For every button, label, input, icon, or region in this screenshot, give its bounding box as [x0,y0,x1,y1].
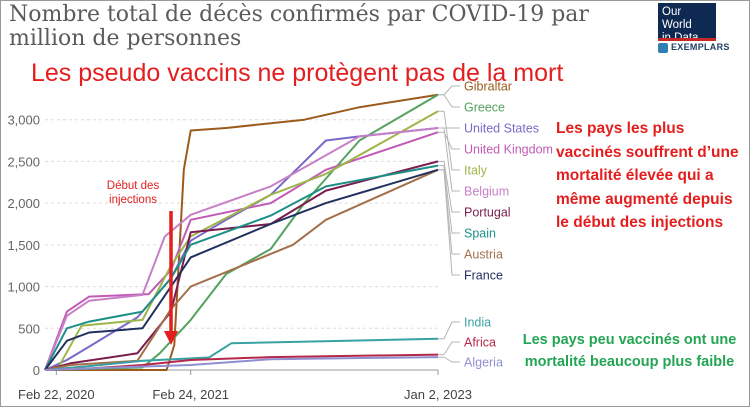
series-label: Italy [464,164,488,178]
series-label: United States [464,122,539,136]
series-line [44,93,439,371]
label-connector [438,94,460,108]
series-label: India [464,316,491,330]
series-label: Africa [464,336,496,350]
series-label: Greece [464,101,505,115]
injection-marker [164,211,179,345]
series-line [44,127,439,371]
y-tick-label: 3,000 [7,113,40,128]
y-tick-label: 2,500 [7,154,40,169]
label-connector [438,341,460,356]
exemplars-icon [658,43,668,53]
injection-start-label: Début des injections [106,180,160,206]
chart-axes: 0 500 1,000 1,500 2,000 2,500 3,000 Feb 22, 202… [7,113,472,402]
chart-series [44,93,439,371]
chart-grid [45,119,438,371]
label-connector [438,127,460,192]
label-connector [438,160,460,213]
y-tick-label: 1,500 [7,238,40,253]
series-label: Gibraltar [464,80,512,94]
chart-title: Nombre total de décès confirmés par COVI… [9,2,589,51]
series-line [44,337,439,371]
label-connector [438,110,460,171]
series-label: Algeria [464,356,503,370]
label-connector [438,356,460,363]
y-tick-label: 0 [33,363,40,378]
label-connector [438,169,460,276]
series-label: France [464,269,503,283]
logo-accent-bar [658,38,716,41]
annotation-high-vaccinated: Les pays les plus vaccinés souffrent d’u… [556,120,739,231]
series-label: Belgium [464,185,509,199]
owid-logo: Our World in Data [658,3,716,44]
label-connector [438,321,460,340]
headline: Les pseudo vaccins ne protègent pas de l… [31,59,564,87]
x-tick-label: Feb 24, 2021 [152,387,229,402]
series-label: Spain [464,227,496,241]
series-label: Portugal [464,206,511,220]
series-line [44,131,439,371]
series-line [44,168,439,371]
y-tick-label: 500 [18,321,40,336]
series-labels: Gibraltar Greece United States United Kingd… [438,80,553,370]
y-tick-label: 1,000 [7,280,40,295]
series-line [45,93,439,371]
injection-arrow-head [164,331,179,345]
x-tick-label: Feb 22, 2020 [18,387,95,402]
series-line [44,356,439,371]
annotation-low-vaccinated: Les pays peu vaccinés ont une mortalité … [522,332,737,370]
exemplars-logo: EXEMPLARS [658,42,749,55]
logo-line-1: Our World [662,6,692,31]
exemplars-label: EXEMPLARS [671,42,730,52]
series-label: Austria [464,248,503,262]
series-label: United Kingdom [464,143,553,157]
y-tick-label: 2,000 [7,196,40,211]
label-connector [438,165,460,234]
series-line [44,127,439,371]
x-tick-label: Jan 2, 2023 [404,387,472,402]
